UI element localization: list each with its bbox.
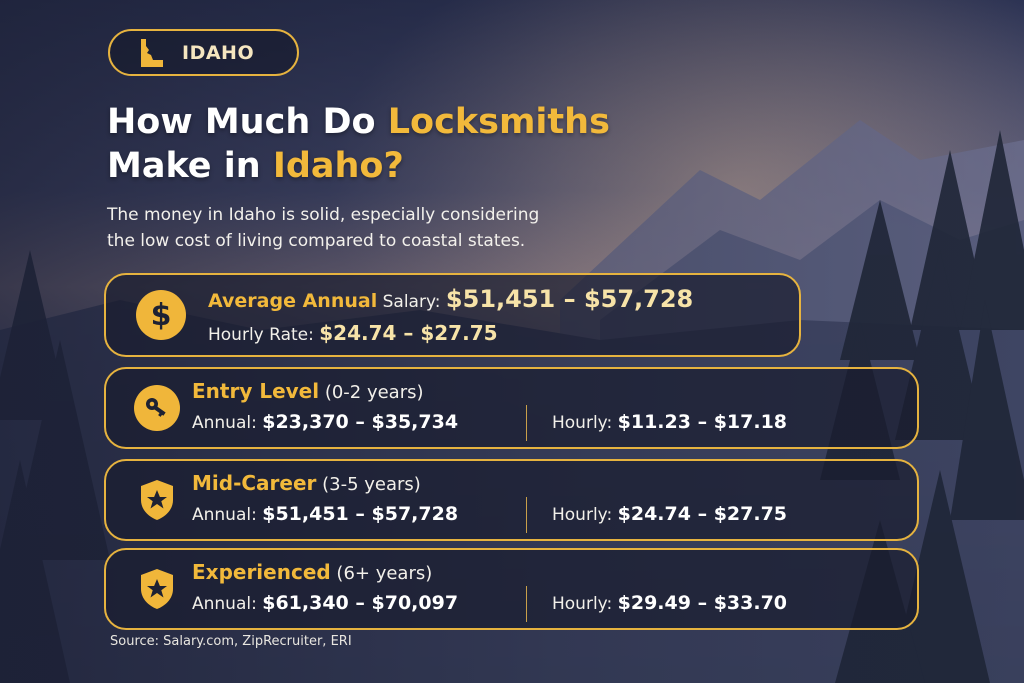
tier-title: Entry Level (0-2 years) xyxy=(192,379,424,403)
annual-value: $23,370 – $35,734 xyxy=(262,411,459,433)
title-line2-prefix: Make in xyxy=(107,146,273,186)
title-line1-accent: Locksmiths xyxy=(387,102,610,142)
tier-title: Mid-Career (3-5 years) xyxy=(192,471,421,495)
state-label: IDAHO xyxy=(182,41,255,64)
tier-name: Experienced xyxy=(192,560,331,584)
average-hourly-row: Hourly Rate: $24.74 – $27.75 xyxy=(208,321,498,345)
hourly-label: Hourly: xyxy=(552,505,618,525)
divider xyxy=(526,497,527,533)
tier-hourly: Hourly: $11.23 – $17.18 xyxy=(552,411,787,433)
dollar-glyph: $ xyxy=(150,297,172,333)
idaho-state-icon xyxy=(141,38,163,67)
shield-star-icon xyxy=(134,566,180,612)
hourly-rate-label: Hourly Rate: xyxy=(208,325,320,345)
subtitle-line2: the low cost of living compared to coast… xyxy=(107,231,526,251)
hourly-value: $11.23 – $17.18 xyxy=(617,411,788,433)
average-annual-value: $51,451 – $57,728 xyxy=(445,285,694,313)
tier-annual: Annual: $61,340 – $70,097 xyxy=(192,592,458,614)
state-badge: IDAHO xyxy=(108,29,299,76)
title-line2-accent: Idaho? xyxy=(272,146,404,186)
tier-annual: Annual: $51,451 – $57,728 xyxy=(192,503,458,525)
annual-label: Annual: xyxy=(192,594,263,614)
divider xyxy=(526,586,527,622)
tier-title: Experienced (6+ years) xyxy=(192,560,432,584)
subtitle: The money in Idaho is solid, especially … xyxy=(107,202,667,254)
tier-hourly: Hourly: $29.49 – $33.70 xyxy=(552,592,787,614)
page-title: How Much Do Locksmiths Make in Idaho? xyxy=(107,100,610,188)
title-line1-prefix: How Much Do xyxy=(107,102,388,142)
shield-star-icon xyxy=(134,477,180,523)
tier-annual: Annual: $23,370 – $35,734 xyxy=(192,411,458,433)
tier-card-entry-level: Entry Level (0-2 years) Annual: $23,370 … xyxy=(104,367,919,449)
hourly-label: Hourly: xyxy=(552,594,618,614)
annual-label: Annual: xyxy=(192,413,263,433)
subtitle-line1: The money in Idaho is solid, especially … xyxy=(107,205,540,225)
tier-card-mid-career: Mid-Career (3-5 years) Annual: $51,451 –… xyxy=(104,459,919,541)
tier-card-experienced: Experienced (6+ years) Annual: $61,340 –… xyxy=(104,548,919,630)
hourly-rate-value: $24.74 – $27.75 xyxy=(319,321,498,345)
tier-years: (0-2 years) xyxy=(319,382,424,403)
tier-name: Mid-Career xyxy=(192,471,317,495)
salary-label: Salary: xyxy=(377,292,446,312)
tier-years: (6+ years) xyxy=(330,563,433,584)
annual-value: $61,340 – $70,097 xyxy=(262,592,459,614)
average-salary-card: $ Average Annual Salary: $51,451 – $57,7… xyxy=(104,273,801,357)
average-annual-label: Average Annual xyxy=(208,290,378,312)
source-note: Source: Salary.com, ZipRecruiter, ERI xyxy=(110,634,352,649)
hourly-value: $29.49 – $33.70 xyxy=(617,592,788,614)
annual-value: $51,451 – $57,728 xyxy=(262,503,459,525)
hourly-label: Hourly: xyxy=(552,413,618,433)
tier-years: (3-5 years) xyxy=(316,474,421,495)
dollar-coin-icon: $ xyxy=(136,290,186,340)
tier-hourly: Hourly: $24.74 – $27.75 xyxy=(552,503,787,525)
tier-name: Entry Level xyxy=(192,379,320,403)
average-annual-row: Average Annual Salary: $51,451 – $57,728 xyxy=(208,285,693,313)
annual-label: Annual: xyxy=(192,505,263,525)
key-icon xyxy=(134,385,180,431)
hourly-value: $24.74 – $27.75 xyxy=(617,503,788,525)
divider xyxy=(526,405,527,441)
